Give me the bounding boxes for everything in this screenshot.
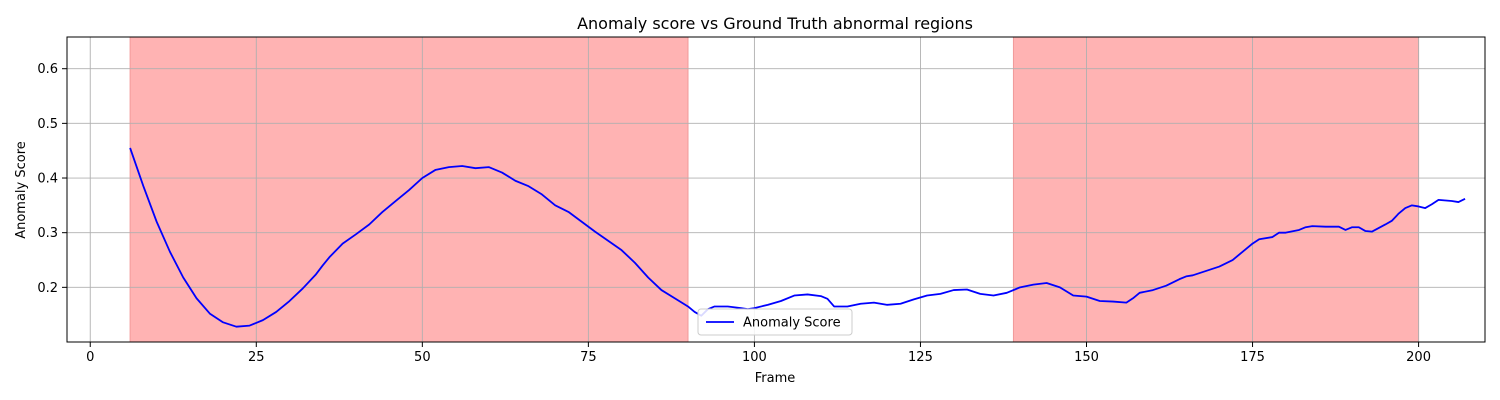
x-tick-label: 0 [86,350,94,365]
series-line-anomaly-score [129,147,1466,328]
y-tick-label: 0.6 [37,62,58,77]
y-tick-label: 0.4 [37,172,58,187]
x-tick-label: 125 [908,350,933,365]
x-tick-label: 200 [1406,350,1431,365]
x-tick-label: 150 [1074,350,1099,365]
legend-box [697,308,853,336]
x-tick-label: 175 [1240,350,1265,365]
chart-title: Anomaly score vs Ground Truth abnormal r… [577,14,973,33]
x-tick-label: 75 [580,350,597,365]
y-tick-label: 0.2 [37,281,58,296]
x-tick-label: 50 [414,350,431,365]
y-tick-label: 0.3 [37,226,58,241]
y-axis-label: Anomaly Score [14,141,29,239]
x-tick-label: 100 [742,350,767,365]
y-tick-label: 0.5 [37,117,58,132]
legend: Anomaly Score [697,308,853,336]
axes-frame [66,36,1486,343]
x-axis-label: Frame [755,371,796,386]
x-tick-label: 25 [248,350,265,365]
legend-entry-label: Anomaly Score [743,316,841,331]
plot-area: 0 25 50 75 100 125 150 175 200 0.2 0.3 0.4 0.5 0.6 Ano… [37,36,1486,365]
